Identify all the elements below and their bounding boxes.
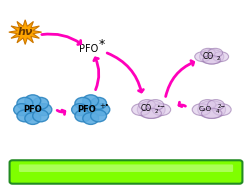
Text: CO: CO [141, 104, 152, 113]
Text: •−: •− [156, 105, 165, 109]
Circle shape [83, 95, 99, 107]
Circle shape [25, 112, 41, 124]
Circle shape [14, 104, 29, 115]
Ellipse shape [202, 108, 222, 118]
Circle shape [33, 110, 49, 122]
Ellipse shape [208, 48, 223, 57]
Ellipse shape [137, 101, 165, 119]
Ellipse shape [207, 100, 224, 110]
Text: 2−: 2− [217, 105, 225, 109]
FancyBboxPatch shape [19, 164, 233, 172]
Circle shape [91, 110, 107, 122]
Ellipse shape [141, 108, 161, 118]
Ellipse shape [192, 104, 211, 115]
Circle shape [17, 110, 33, 122]
Text: +•: +• [99, 103, 109, 109]
Circle shape [33, 97, 49, 109]
Circle shape [36, 104, 52, 115]
Text: 2: 2 [216, 56, 220, 61]
FancyBboxPatch shape [10, 160, 242, 184]
Circle shape [72, 104, 87, 115]
Text: CO: CO [203, 52, 214, 61]
Circle shape [75, 97, 91, 109]
Ellipse shape [139, 100, 155, 110]
Text: 4: 4 [215, 109, 219, 114]
Ellipse shape [147, 100, 164, 110]
Polygon shape [9, 20, 42, 44]
Ellipse shape [199, 100, 216, 110]
Ellipse shape [152, 104, 171, 115]
Ellipse shape [200, 49, 224, 64]
Circle shape [79, 101, 103, 119]
Circle shape [17, 97, 33, 109]
Ellipse shape [201, 48, 215, 57]
Circle shape [91, 97, 107, 109]
Text: *: * [99, 38, 105, 51]
Ellipse shape [132, 104, 150, 115]
Text: PFO: PFO [78, 105, 96, 114]
Circle shape [25, 95, 41, 107]
Circle shape [75, 110, 91, 122]
Text: hν: hν [17, 27, 33, 37]
Ellipse shape [213, 104, 231, 115]
Ellipse shape [212, 52, 229, 62]
Circle shape [94, 104, 110, 115]
Text: PFO: PFO [79, 44, 98, 54]
Text: 2: 2 [155, 109, 159, 114]
Text: C₂O: C₂O [199, 106, 212, 112]
Ellipse shape [203, 56, 220, 64]
Ellipse shape [198, 101, 226, 119]
Circle shape [21, 101, 45, 119]
Text: PFO: PFO [23, 105, 42, 114]
Circle shape [83, 112, 99, 124]
Ellipse shape [195, 52, 211, 62]
